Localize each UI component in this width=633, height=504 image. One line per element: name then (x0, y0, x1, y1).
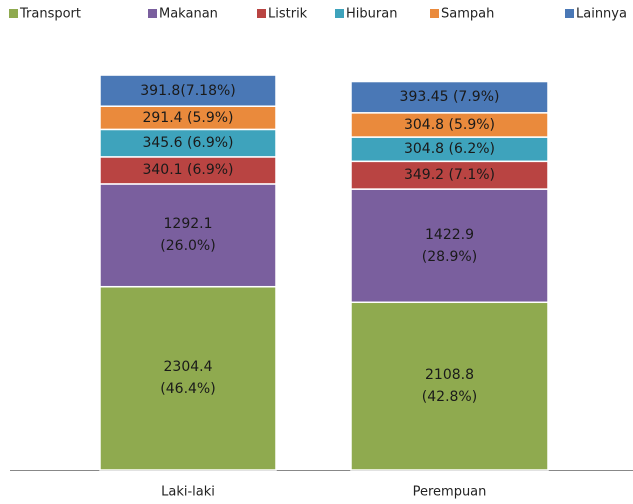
value-label: 1422.9 (28.9%) (421, 226, 478, 265)
legend-label: Hiburan (346, 7, 397, 22)
bar-segment (350, 160, 549, 190)
legend-label: Listrik (268, 7, 308, 22)
bar-segment (99, 285, 277, 471)
bar-segment (350, 80, 549, 114)
legend-swatch (335, 9, 344, 18)
bar-segment (99, 128, 277, 158)
value-label: 304.8 (6.2%) (403, 141, 496, 158)
value-label: 391.8(7.18%) (140, 82, 236, 99)
legend-label: Lainnya (576, 7, 627, 22)
value-label: 340.1 (6.9%) (142, 162, 234, 179)
legend-swatch (565, 9, 574, 18)
value-label: 2108.8 (42.8%) (421, 367, 478, 406)
legend-swatch (430, 9, 439, 18)
x-tick-label: Laki-laki (161, 485, 215, 500)
legend-label: Sampah (441, 7, 494, 22)
bar-segment (350, 188, 549, 304)
legend-swatch (9, 9, 18, 18)
value-label: 393.45 (7.9%) (399, 89, 500, 106)
bar-segment (99, 183, 277, 288)
legend-label: Makanan (159, 7, 218, 22)
legend-label: Transport (19, 7, 81, 22)
value-label: 291.4 (5.9%) (142, 109, 234, 126)
value-label: 1292.1 (26.0%) (160, 216, 216, 255)
value-label: 349.2 (7.1%) (403, 167, 496, 184)
bar-segment (350, 301, 549, 471)
bar-segment (99, 74, 277, 107)
bar-segment (350, 136, 549, 163)
x-tick-label: Perempuan (413, 485, 487, 500)
legend-swatch (148, 9, 157, 18)
value-label: 345.6 (6.9%) (142, 135, 234, 152)
legend-swatch (257, 9, 266, 18)
value-label: 2304.4 (46.4%) (160, 359, 216, 398)
value-label: 304.8 (5.9%) (403, 116, 496, 133)
